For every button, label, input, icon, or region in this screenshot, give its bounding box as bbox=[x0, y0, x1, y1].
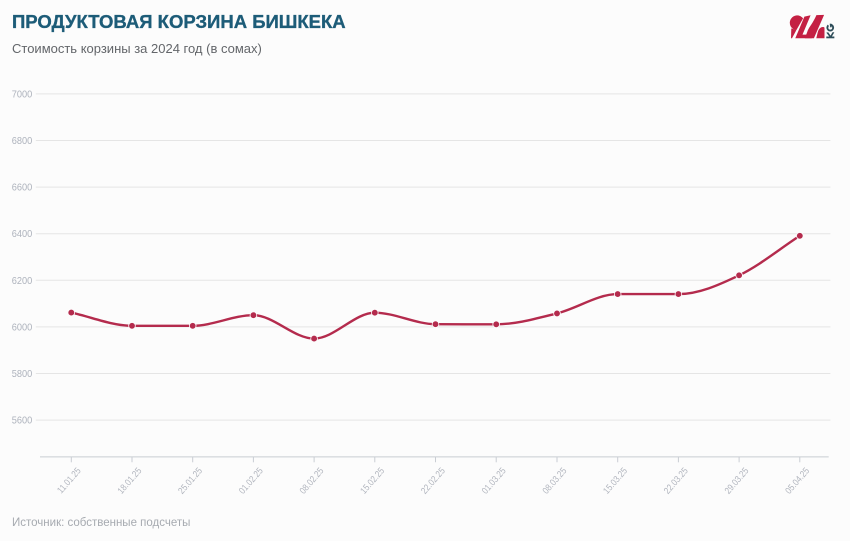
svg-text:6400: 6400 bbox=[12, 228, 33, 240]
svg-text:25.01.25: 25.01.25 bbox=[176, 465, 205, 496]
svg-text:15.02.25: 15.02.25 bbox=[358, 465, 387, 496]
svg-text:08.03.25: 08.03.25 bbox=[540, 465, 569, 496]
svg-text:08.02.25: 08.02.25 bbox=[297, 465, 326, 496]
svg-text:6200: 6200 bbox=[12, 275, 33, 287]
svg-text:5600: 5600 bbox=[12, 415, 33, 427]
svg-text:22.02.25: 22.02.25 bbox=[419, 465, 448, 496]
svg-text:6600: 6600 bbox=[12, 182, 33, 194]
svg-text:6000: 6000 bbox=[12, 321, 33, 333]
svg-text:05.04.25: 05.04.25 bbox=[783, 465, 812, 496]
svg-text:6800: 6800 bbox=[12, 135, 33, 147]
svg-text:01.03.25: 01.03.25 bbox=[479, 465, 508, 496]
svg-text:7000: 7000 bbox=[12, 88, 33, 100]
svg-text:18.01.25: 18.01.25 bbox=[115, 465, 144, 496]
svg-text:11.01.25: 11.01.25 bbox=[55, 465, 83, 495]
svg-text:5800: 5800 bbox=[12, 368, 33, 380]
svg-text:01.02.25: 01.02.25 bbox=[236, 465, 265, 496]
svg-text:15.03.25: 15.03.25 bbox=[601, 465, 630, 496]
svg-text:22.03.25: 22.03.25 bbox=[661, 465, 690, 496]
svg-text:29.03.25: 29.03.25 bbox=[722, 465, 751, 496]
